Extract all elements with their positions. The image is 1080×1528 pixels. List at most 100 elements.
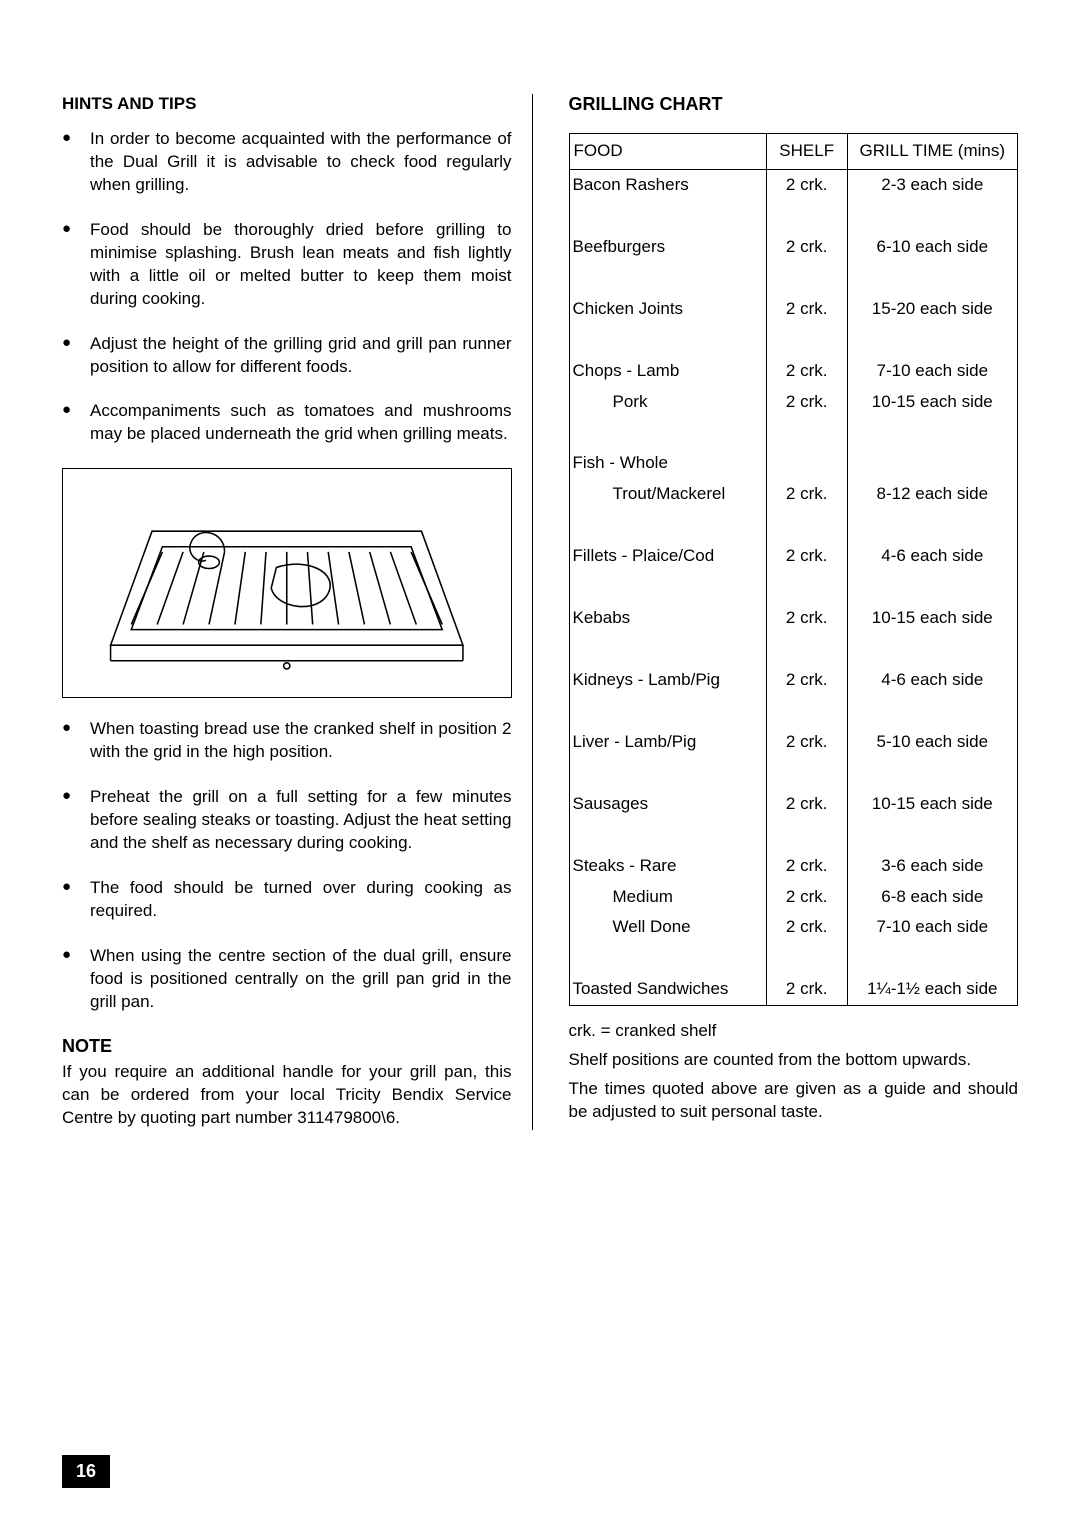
cell-time: 3-6 each side xyxy=(847,851,1017,882)
cell-food: Fillets - Plaice/Cod xyxy=(569,541,766,572)
grilling-chart-heading: GRILLING CHART xyxy=(569,94,1019,115)
table-header-row: FOOD SHELF GRILL TIME (mins) xyxy=(569,134,1018,170)
footnote-line: The times quoted above are given as a gu… xyxy=(569,1078,1019,1124)
tip-item: Adjust the height of the grilling grid a… xyxy=(62,333,512,379)
table-row: Kidneys - Lamb/Pig2 crk.4-6 each side xyxy=(569,665,1018,696)
cell-time: 15-20 each side xyxy=(847,294,1017,325)
tips-list-upper: In order to become acquainted with the p… xyxy=(62,128,512,446)
table-row-spacer xyxy=(569,943,1018,974)
table-row: Pork2 crk.10-15 each side xyxy=(569,387,1018,418)
footnote-line: Shelf positions are counted from the bot… xyxy=(569,1049,1019,1072)
table-row: Fillets - Plaice/Cod2 crk.4-6 each side xyxy=(569,541,1018,572)
cell-time: 8-12 each side xyxy=(847,479,1017,510)
table-row-spacer xyxy=(569,572,1018,603)
cell-food: Kebabs xyxy=(569,603,766,634)
cell-time: 4-6 each side xyxy=(847,541,1017,572)
table-row: Trout/Mackerel2 crk.8-12 each side xyxy=(569,479,1018,510)
cell-time: 5-10 each side xyxy=(847,727,1017,758)
table-row: Well Done2 crk.7-10 each side xyxy=(569,912,1018,943)
cell-shelf: 2 crk. xyxy=(766,232,847,263)
grill-pan-svg xyxy=(63,469,511,697)
table-row: Chops - Lamb2 crk.7-10 each side xyxy=(569,356,1018,387)
cell-food: Liver - Lamb/Pig xyxy=(569,727,766,758)
cell-food: Chicken Joints xyxy=(569,294,766,325)
cell-food: Chops - Lamb xyxy=(569,356,766,387)
table-row: Chicken Joints2 crk.15-20 each side xyxy=(569,294,1018,325)
table-row-spacer xyxy=(569,325,1018,356)
cell-shelf: 2 crk. xyxy=(766,356,847,387)
cell-food: Well Done xyxy=(569,912,766,943)
tip-item: In order to become acquainted with the p… xyxy=(62,128,512,197)
table-row: Beefburgers2 crk.6-10 each side xyxy=(569,232,1018,263)
header-time: GRILL TIME (mins) xyxy=(847,134,1017,170)
cell-shelf: 2 crk. xyxy=(766,727,847,758)
cell-food: Fish - Whole xyxy=(569,448,766,479)
table-row-spacer xyxy=(569,263,1018,294)
left-column: HINTS AND TIPS In order to become acquai… xyxy=(62,94,533,1130)
table-row-spacer xyxy=(569,820,1018,851)
cell-food: Sausages xyxy=(569,789,766,820)
two-column-layout: HINTS AND TIPS In order to become acquai… xyxy=(62,94,1018,1130)
page-number-badge: 16 xyxy=(62,1455,110,1488)
table-row-spacer xyxy=(569,201,1018,232)
cell-food: Trout/Mackerel xyxy=(569,479,766,510)
cell-shelf: 2 crk. xyxy=(766,294,847,325)
cell-time: 10-15 each side xyxy=(847,387,1017,418)
header-food: FOOD xyxy=(569,134,766,170)
cell-food: Steaks - Rare xyxy=(569,851,766,882)
cell-time: 7-10 each side xyxy=(847,912,1017,943)
table-row-spacer xyxy=(569,417,1018,448)
table-row: Bacon Rashers2 crk.2-3 each side xyxy=(569,169,1018,200)
cell-shelf: 2 crk. xyxy=(766,479,847,510)
cell-time: 6-10 each side xyxy=(847,232,1017,263)
right-column: GRILLING CHART FOOD SHELF GRILL TIME (mi… xyxy=(561,94,1019,1130)
cell-food: Medium xyxy=(569,882,766,913)
tip-item: Preheat the grill on a full setting for … xyxy=(62,786,512,855)
hints-heading: HINTS AND TIPS xyxy=(62,94,512,114)
tip-item: Food should be thoroughly dried before g… xyxy=(62,219,512,311)
cell-shelf: 2 crk. xyxy=(766,882,847,913)
note-heading: NOTE xyxy=(62,1036,512,1057)
cell-time: 10-15 each side xyxy=(847,789,1017,820)
note-body: If you require an additional handle for … xyxy=(62,1061,512,1130)
cell-food: Kidneys - Lamb/Pig xyxy=(569,665,766,696)
table-row: Kebabs2 crk.10-15 each side xyxy=(569,603,1018,634)
cell-time: 10-15 each side xyxy=(847,603,1017,634)
cell-food: Bacon Rashers xyxy=(569,169,766,200)
table-row: Liver - Lamb/Pig2 crk.5-10 each side xyxy=(569,727,1018,758)
table-row: Medium2 crk.6-8 each side xyxy=(569,882,1018,913)
table-row-spacer xyxy=(569,634,1018,665)
table-row: Toasted Sandwiches2 crk.1¼-1½ each side xyxy=(569,974,1018,1005)
tip-item: Accompaniments such as tomatoes and mush… xyxy=(62,400,512,446)
tip-item: When toasting bread use the cranked shel… xyxy=(62,718,512,764)
header-shelf: SHELF xyxy=(766,134,847,170)
chart-footnotes: crk. = cranked shelf Shelf positions are … xyxy=(569,1020,1019,1124)
table-row-spacer xyxy=(569,758,1018,789)
cell-time: 6-8 each side xyxy=(847,882,1017,913)
cell-shelf xyxy=(766,448,847,479)
cell-time: 7-10 each side xyxy=(847,356,1017,387)
grilling-chart-table: FOOD SHELF GRILL TIME (mins) Bacon Rashe… xyxy=(569,133,1019,1006)
cell-shelf: 2 crk. xyxy=(766,851,847,882)
tips-list-lower: When toasting bread use the cranked shel… xyxy=(62,718,512,1013)
footnote-line: crk. = cranked shelf xyxy=(569,1020,1019,1043)
tip-item: The food should be turned over during co… xyxy=(62,877,512,923)
cell-shelf: 2 crk. xyxy=(766,387,847,418)
cell-food: Pork xyxy=(569,387,766,418)
table-row: Sausages2 crk.10-15 each side xyxy=(569,789,1018,820)
cell-food: Toasted Sandwiches xyxy=(569,974,766,1005)
table-row-spacer xyxy=(569,510,1018,541)
page: HINTS AND TIPS In order to become acquai… xyxy=(0,0,1080,1528)
cell-time xyxy=(847,448,1017,479)
cell-food: Beefburgers xyxy=(569,232,766,263)
cell-time: 2-3 each side xyxy=(847,169,1017,200)
cell-shelf: 2 crk. xyxy=(766,541,847,572)
table-row-spacer xyxy=(569,696,1018,727)
cell-time: 1¼-1½ each side xyxy=(847,974,1017,1005)
cell-shelf: 2 crk. xyxy=(766,603,847,634)
cell-shelf: 2 crk. xyxy=(766,912,847,943)
cell-shelf: 2 crk. xyxy=(766,665,847,696)
cell-shelf: 2 crk. xyxy=(766,974,847,1005)
cell-shelf: 2 crk. xyxy=(766,169,847,200)
cell-time: 4-6 each side xyxy=(847,665,1017,696)
